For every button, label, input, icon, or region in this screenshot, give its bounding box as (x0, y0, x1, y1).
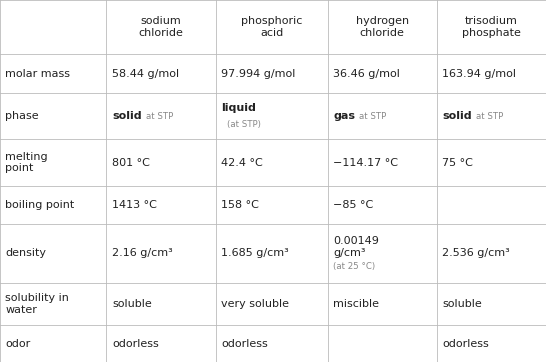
Text: sodium
chloride: sodium chloride (139, 16, 183, 38)
Text: miscible: miscible (333, 299, 379, 309)
Text: gas: gas (333, 111, 355, 121)
Text: at STP: at STP (359, 111, 387, 121)
Text: solid: solid (442, 111, 472, 121)
Text: very soluble: very soluble (221, 299, 289, 309)
Text: liquid: liquid (221, 103, 256, 113)
Text: phosphoric
acid: phosphoric acid (241, 16, 302, 38)
Text: −85 °C: −85 °C (333, 200, 373, 210)
Text: 42.4 °C: 42.4 °C (221, 157, 263, 168)
Text: 0.00149: 0.00149 (333, 236, 379, 245)
Text: odorless: odorless (221, 338, 268, 349)
Text: (at STP): (at STP) (227, 120, 260, 129)
Text: 2.16 g/cm³: 2.16 g/cm³ (112, 248, 173, 258)
Text: at STP: at STP (146, 111, 173, 121)
Text: g/cm³: g/cm³ (333, 248, 366, 258)
Text: hydrogen
chloride: hydrogen chloride (355, 16, 409, 38)
Text: 158 °C: 158 °C (221, 200, 259, 210)
Text: 75 °C: 75 °C (442, 157, 473, 168)
Text: at STP: at STP (476, 111, 503, 121)
Text: odorless: odorless (442, 338, 489, 349)
Text: 58.44 g/mol: 58.44 g/mol (112, 68, 179, 79)
Text: boiling point: boiling point (5, 200, 75, 210)
Text: phase: phase (5, 111, 39, 121)
Text: melting
point: melting point (5, 152, 48, 173)
Text: 36.46 g/mol: 36.46 g/mol (333, 68, 400, 79)
Text: odorless: odorless (112, 338, 159, 349)
Text: solid: solid (112, 111, 141, 121)
Text: 163.94 g/mol: 163.94 g/mol (442, 68, 517, 79)
Text: odor: odor (5, 338, 31, 349)
Text: trisodium
phosphate: trisodium phosphate (462, 16, 521, 38)
Text: 1.685 g/cm³: 1.685 g/cm³ (221, 248, 289, 258)
Text: 97.994 g/mol: 97.994 g/mol (221, 68, 295, 79)
Text: 801 °C: 801 °C (112, 157, 150, 168)
Text: −114.17 °C: −114.17 °C (333, 157, 398, 168)
Text: density: density (5, 248, 46, 258)
Text: solubility in
water: solubility in water (5, 293, 69, 315)
Text: 1413 °C: 1413 °C (112, 200, 157, 210)
Text: molar mass: molar mass (5, 68, 70, 79)
Text: (at 25 °C): (at 25 °C) (333, 262, 375, 271)
Text: soluble: soluble (112, 299, 152, 309)
Text: 2.536 g/cm³: 2.536 g/cm³ (442, 248, 510, 258)
Text: soluble: soluble (442, 299, 482, 309)
